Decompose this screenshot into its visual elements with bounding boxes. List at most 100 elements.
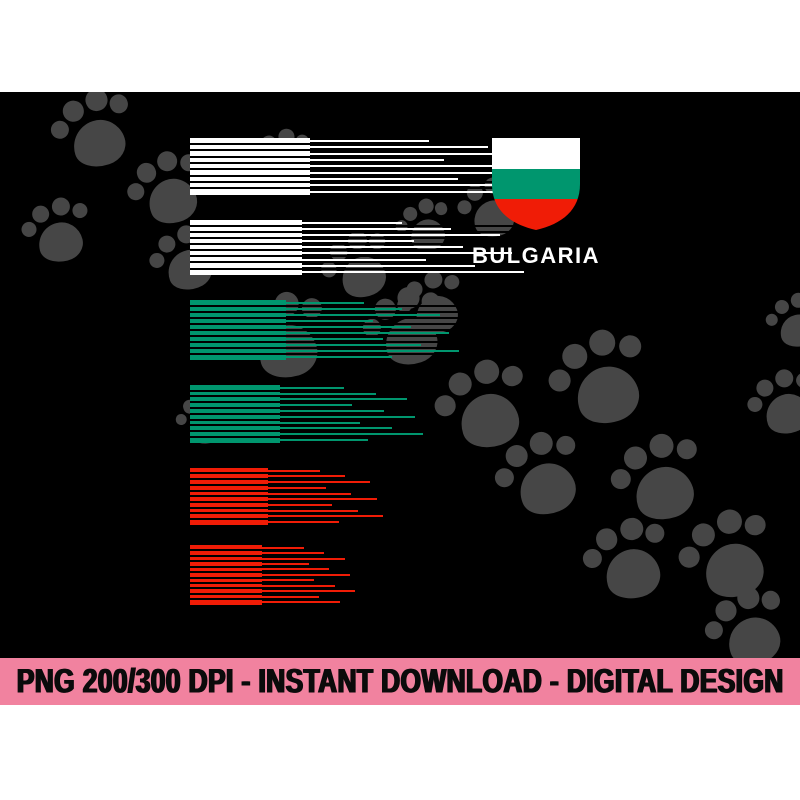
paw-main-pad <box>34 218 87 267</box>
bar-body <box>190 220 524 275</box>
bar-stripe-gap <box>190 335 459 337</box>
bar-line-4 <box>190 385 423 443</box>
paw-toe-pad <box>621 443 651 473</box>
bar-stripe-gap <box>190 175 575 177</box>
bar-stripe-gap <box>190 156 575 158</box>
paw-toe-pad <box>773 298 791 316</box>
bar-stripe-gap <box>190 419 423 421</box>
bar-stripe-gap <box>190 162 575 164</box>
bar-speed-line <box>310 191 575 193</box>
bar-stripe-gap <box>190 317 459 319</box>
bar-speed-line <box>268 498 377 500</box>
bar-stripe-gap <box>190 582 355 584</box>
bar-speed-line <box>280 410 384 412</box>
bar-speed-line <box>286 344 421 346</box>
paw-toe-pad <box>674 436 700 463</box>
bar-speed-line <box>262 585 335 587</box>
bar-stripe-gap <box>190 518 383 520</box>
bar-body <box>190 138 575 195</box>
paw-toe-pad <box>772 366 796 390</box>
bar-speed-line <box>268 515 383 517</box>
paw-toe-pad <box>545 366 574 395</box>
bar-body <box>190 545 355 605</box>
paw-toe-pad <box>702 618 726 643</box>
paw-toe-pad <box>646 430 677 461</box>
bar-stripe-gap <box>190 243 524 245</box>
bar-speed-line <box>268 475 345 477</box>
bar-speed-line <box>302 271 524 273</box>
bar-solid-block <box>190 220 302 275</box>
bar-speed-line <box>310 140 429 142</box>
shield-band-white <box>492 138 580 169</box>
paw-toe-pad <box>558 340 591 373</box>
bar-speed-line <box>310 146 488 148</box>
bar-speed-line <box>268 487 326 489</box>
bar-speed-line <box>268 504 332 506</box>
bar-stripe-gap <box>190 149 575 151</box>
bar-stripe-gap <box>190 593 355 595</box>
bar-body <box>190 300 459 360</box>
bar-stripe-gap <box>190 187 575 189</box>
paw-main-pad <box>67 113 131 174</box>
paw-toe-pad <box>124 180 147 203</box>
bar-stripe-gap <box>190 478 383 480</box>
paw-toe-pad <box>433 200 449 217</box>
paw-toe-pad <box>156 232 179 255</box>
bar-stripe-gap <box>190 225 524 227</box>
paw-toe-pad <box>713 506 745 538</box>
paw-toe-pad <box>675 544 703 571</box>
bar-stripe-gap <box>190 407 423 409</box>
bar-speed-line <box>310 159 444 161</box>
bar-stripe-gap <box>190 261 524 263</box>
bar-stripe-gap <box>190 323 459 325</box>
bar-speed-line <box>302 259 426 261</box>
bar-stripe-gap <box>190 424 423 426</box>
paw-toe-pad <box>585 326 619 360</box>
bar-speed-line <box>268 521 339 523</box>
paw-toe-pad <box>173 412 189 427</box>
bar-speed-line <box>262 579 314 581</box>
bar-solid-block <box>190 545 262 605</box>
bar-speed-line <box>262 552 324 554</box>
bar-speed-line <box>262 547 304 549</box>
bar-line-6 <box>190 545 355 605</box>
paw-toe-pad <box>499 362 526 389</box>
artboard: BULGARIA <box>0 92 800 658</box>
bar-stripe-gap <box>190 390 423 392</box>
bar-speed-line <box>262 601 340 603</box>
bar-stripe-gap <box>190 430 423 432</box>
paw-toe-pad <box>471 356 502 388</box>
paw-toe-pad <box>154 148 181 175</box>
shield-band-green <box>492 169 580 200</box>
paw-toe-pad <box>616 332 644 360</box>
bar-speed-line <box>310 172 560 174</box>
bar-speed-line <box>310 184 517 186</box>
paw-toe-pad <box>445 369 475 399</box>
bar-stripe-gap <box>190 249 524 251</box>
bar-stripe-gap <box>190 143 575 145</box>
bar-speed-line <box>280 404 352 406</box>
bar-speed-line <box>302 228 451 230</box>
bar-speed-line <box>286 320 373 322</box>
shield-band-red <box>492 199 580 230</box>
paw-main-pad <box>600 543 666 605</box>
bar-speed-line <box>262 596 319 598</box>
paw-print-icon <box>760 286 800 359</box>
bar-stripe-gap <box>190 566 355 568</box>
paw-toe-pad <box>759 588 783 612</box>
paw-toe-pad <box>688 519 719 551</box>
bar-speed-line <box>268 481 370 483</box>
bar-speed-line <box>280 387 344 389</box>
shield-flag-icon <box>492 138 580 230</box>
bar-stripe-gap <box>190 353 459 355</box>
bar-speed-line <box>280 433 423 435</box>
bar-stripe-gap <box>190 168 575 170</box>
paw-toe-pad <box>442 272 462 292</box>
paw-toe-pad <box>789 291 800 310</box>
bar-speed-line <box>262 558 345 560</box>
bar-speed-line <box>280 439 368 441</box>
bar-speed-line <box>280 393 376 395</box>
bar-speed-line <box>280 427 392 429</box>
paw-toe-pad <box>48 118 72 142</box>
paw-toe-pad <box>416 197 436 216</box>
